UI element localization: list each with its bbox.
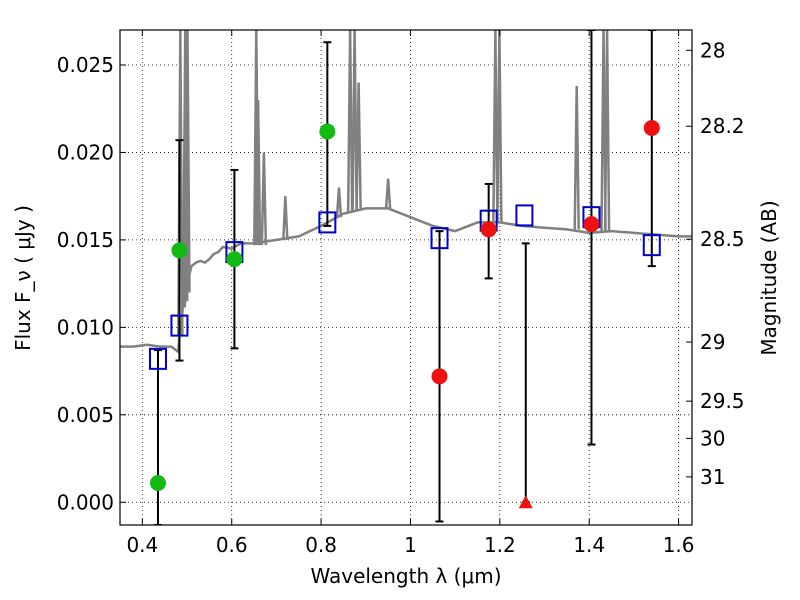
observed-nir-point [583,216,600,233]
right-tick-label: 28.5 [700,227,745,251]
emission-line-spike [384,178,392,209]
grid-lines [120,30,692,525]
model-photometry-square [318,211,337,234]
x-tick-label: 0.6 [216,533,248,557]
emission-line-spike [346,30,354,212]
x-tick-label: 1.6 [663,533,695,557]
emission-line-spike [351,30,358,211]
observed-nir-point [431,368,448,385]
model-photometry-square [642,234,661,257]
observed-optical-point [226,251,243,268]
observed-optical-point [171,242,188,259]
x-axis-label: Wavelength λ (μm) [310,564,501,588]
plot-frame [119,29,693,526]
x-tick-label: 1.2 [484,533,516,557]
emission-line-spike [573,85,580,230]
right-tick-label: 29.5 [700,389,745,413]
emission-line-spike [496,30,503,223]
y-tick-label: 0.025 [57,53,114,77]
upper-limit-triangle [518,495,533,509]
axis-ticks: 0.4 0.6 0.8 1 1.2 1.4 1.6 0.000 0.005 0.010 0.015 0… [57,30,745,557]
y-tick-label: 0.000 [57,490,114,514]
right-tick-label: 29 [700,330,725,354]
observed-nir-point [480,221,497,238]
emission-line-spike [184,30,191,293]
emission-line-spike [282,196,289,240]
emission-line-spike [254,99,262,246]
emission-line-spike [492,30,499,223]
y-axis-right-label: Magnitude (AB) [757,200,781,355]
right-tick-label: 28 [700,38,725,62]
emission-line-spike [603,30,611,232]
model-photometry-square [430,227,449,250]
x-tick-label: 0.8 [305,533,337,557]
observed-nir-point [643,119,660,136]
y-axis-label: Flux F_ν ( μJy ) [11,205,35,351]
right-tick-label: 31 [700,465,725,489]
emission-line-spike [335,187,343,218]
model-photometry-square [515,204,534,227]
x-tick-label: 1.4 [573,533,605,557]
observed-optical-point [149,475,166,492]
emission-line-spike [260,152,268,246]
right-tick-label: 28.2 [700,114,745,138]
data-markers [148,119,661,509]
x-tick-label: 1 [404,533,417,557]
y-tick-label: 0.020 [57,140,114,164]
right-tick-label: 30 [700,426,725,450]
y-tick-label: 0.015 [57,228,114,252]
y-tick-label: 0.005 [57,403,114,427]
x-tick-label: 0.4 [126,533,158,557]
plot-area [120,30,692,525]
observed-optical-point [319,123,336,140]
y-tick-label: 0.010 [57,315,114,339]
model-photometry-square [170,314,189,337]
model-photometry-square [148,347,167,370]
emission-line-spike [355,82,362,209]
